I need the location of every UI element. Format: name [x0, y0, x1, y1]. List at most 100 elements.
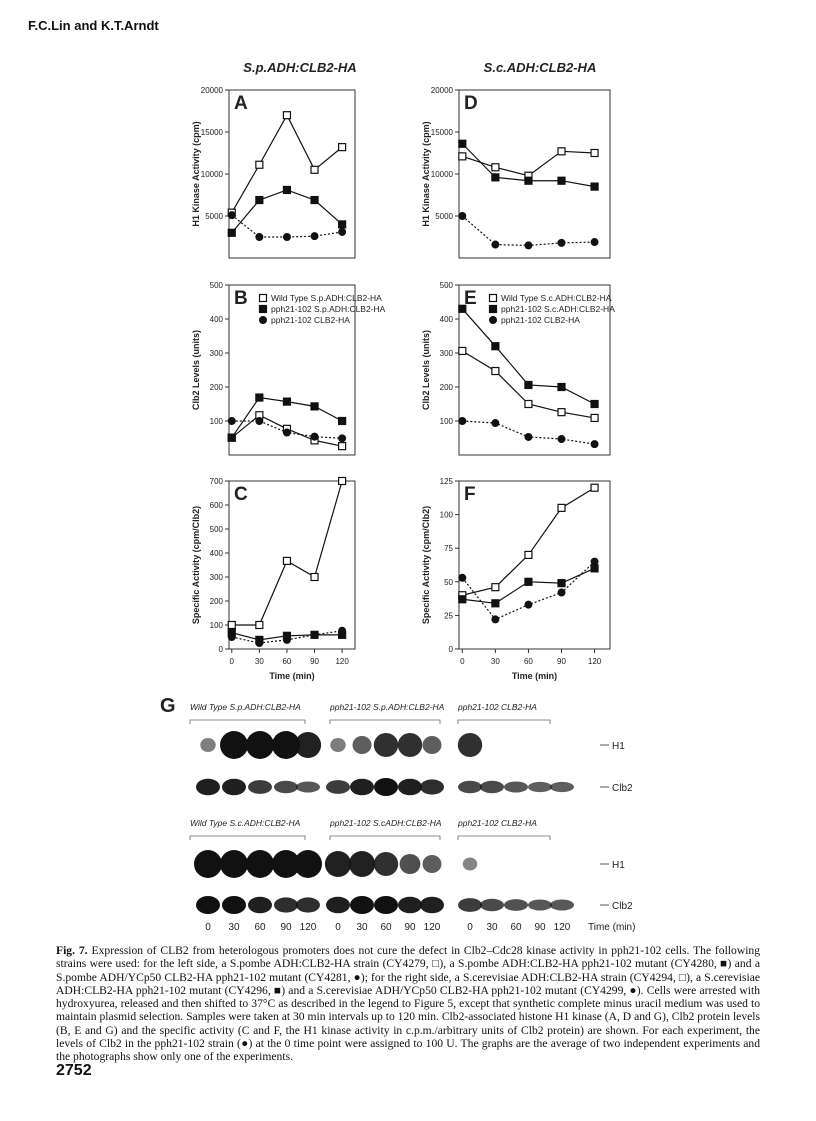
gel-band [248, 896, 272, 914]
y-tick-label: 5000 [205, 212, 223, 221]
data-point [491, 366, 500, 376]
data-point [338, 476, 347, 486]
y-axis-label: Clb2 Levels (units) [191, 330, 201, 410]
data-point [458, 346, 467, 356]
lane-label: 120 [554, 922, 571, 933]
gel-band [220, 731, 248, 759]
gel-band [373, 852, 399, 876]
gel-band [350, 778, 374, 796]
y-tick-label: 100 [440, 511, 454, 520]
data-point [227, 228, 236, 237]
running-header: F.C.Lin and K.T.Arndt [28, 18, 159, 33]
data-point [310, 572, 319, 582]
data-point [491, 240, 500, 249]
legend-label: pph21-102 CLB2-HA [501, 315, 580, 325]
y-tick-label: 10000 [201, 170, 224, 179]
data-point [338, 220, 347, 229]
gel-band [196, 778, 220, 796]
x-tick-label: 60 [524, 657, 533, 666]
legend-label: Wild Type S.p.ADH:CLB2-HA [271, 293, 382, 303]
data-point [524, 432, 533, 441]
gel-band [352, 736, 372, 754]
y-tick-label: 100 [440, 417, 454, 426]
data-point [524, 176, 533, 185]
y-tick-label: 25 [444, 611, 453, 620]
data-point [310, 165, 319, 174]
column-title: S.c.ADH:CLB2-HA [484, 60, 597, 75]
x-axis-label: Time (min) [512, 671, 557, 681]
legend-marker [488, 304, 498, 314]
gel-band [326, 780, 350, 794]
gel-band [398, 896, 422, 914]
lane-label: 120 [300, 922, 317, 933]
data-point [282, 233, 291, 242]
gel-band [222, 896, 246, 914]
data-point [310, 432, 319, 441]
data-point [524, 241, 533, 250]
x-tick-label: 0 [230, 657, 235, 666]
data-point [491, 583, 500, 592]
data-point [338, 143, 347, 152]
data-point [590, 564, 599, 573]
data-point [491, 615, 500, 624]
data-point [282, 185, 292, 195]
panel-letter: G [160, 695, 176, 717]
y-tick-label: 0 [219, 645, 224, 654]
lane-label: 120 [424, 922, 441, 933]
y-tick-label: 20000 [201, 86, 224, 95]
lane-label: 30 [486, 922, 498, 933]
panel-letter: C [234, 484, 248, 505]
x-tick-label: 120 [588, 657, 602, 666]
lane-label: 90 [280, 922, 292, 933]
data-point [227, 211, 236, 220]
gel-band [528, 781, 552, 793]
gel-band [272, 731, 300, 759]
gel-band [220, 850, 248, 878]
gel-band [274, 897, 298, 913]
x-tick-label: 0 [460, 657, 465, 666]
gel-group-label: Wild Type S.p.ADH:CLB2-HA [190, 702, 301, 712]
y-tick-label: 500 [440, 281, 454, 290]
y-axis-label: Specific Activity (cpm/Clb2) [421, 506, 431, 624]
data-point [557, 382, 566, 392]
gel-bracket [457, 835, 551, 840]
legend-label: pph21-102 S.c.ADH:CLB2-HA [501, 304, 615, 314]
data-point [590, 399, 599, 409]
plot-frame [228, 284, 356, 456]
x-tick-label: 90 [310, 657, 319, 666]
data-point [590, 557, 599, 566]
gel-bracket [329, 719, 441, 724]
y-tick-label: 300 [210, 573, 224, 582]
data-point [338, 434, 347, 443]
data-point [255, 620, 264, 630]
plot-frame [458, 284, 611, 456]
gel-band [458, 898, 482, 912]
series-line [231, 189, 343, 234]
gel-band [420, 779, 444, 795]
gel-band [222, 778, 246, 796]
lane-label: 90 [404, 922, 416, 933]
lane-label: 30 [356, 922, 368, 933]
y-tick-label: 200 [210, 597, 224, 606]
y-axis-label: H1 Kinase Activity (cpm) [191, 121, 201, 226]
gel-bracket [189, 835, 306, 840]
y-tick-label: 200 [440, 383, 454, 392]
gel-band [457, 733, 483, 757]
data-point [255, 160, 264, 169]
data-point [557, 579, 566, 588]
panel-letter: A [234, 93, 248, 114]
x-tick-label: 60 [282, 657, 291, 666]
lane-label: 60 [254, 922, 266, 933]
data-point [491, 163, 500, 172]
x-tick-label: 120 [335, 657, 349, 666]
gel-band [246, 850, 274, 878]
gel-band [296, 897, 320, 913]
data-point [255, 233, 264, 242]
band-label: H1 [612, 860, 625, 871]
y-tick-label: 100 [210, 417, 224, 426]
gel-band [274, 780, 298, 794]
data-point [590, 148, 599, 158]
legend-label: Wild Type S.c.ADH:CLB2-HA [501, 293, 612, 303]
lane-axis-label: Time (min) [588, 922, 635, 933]
